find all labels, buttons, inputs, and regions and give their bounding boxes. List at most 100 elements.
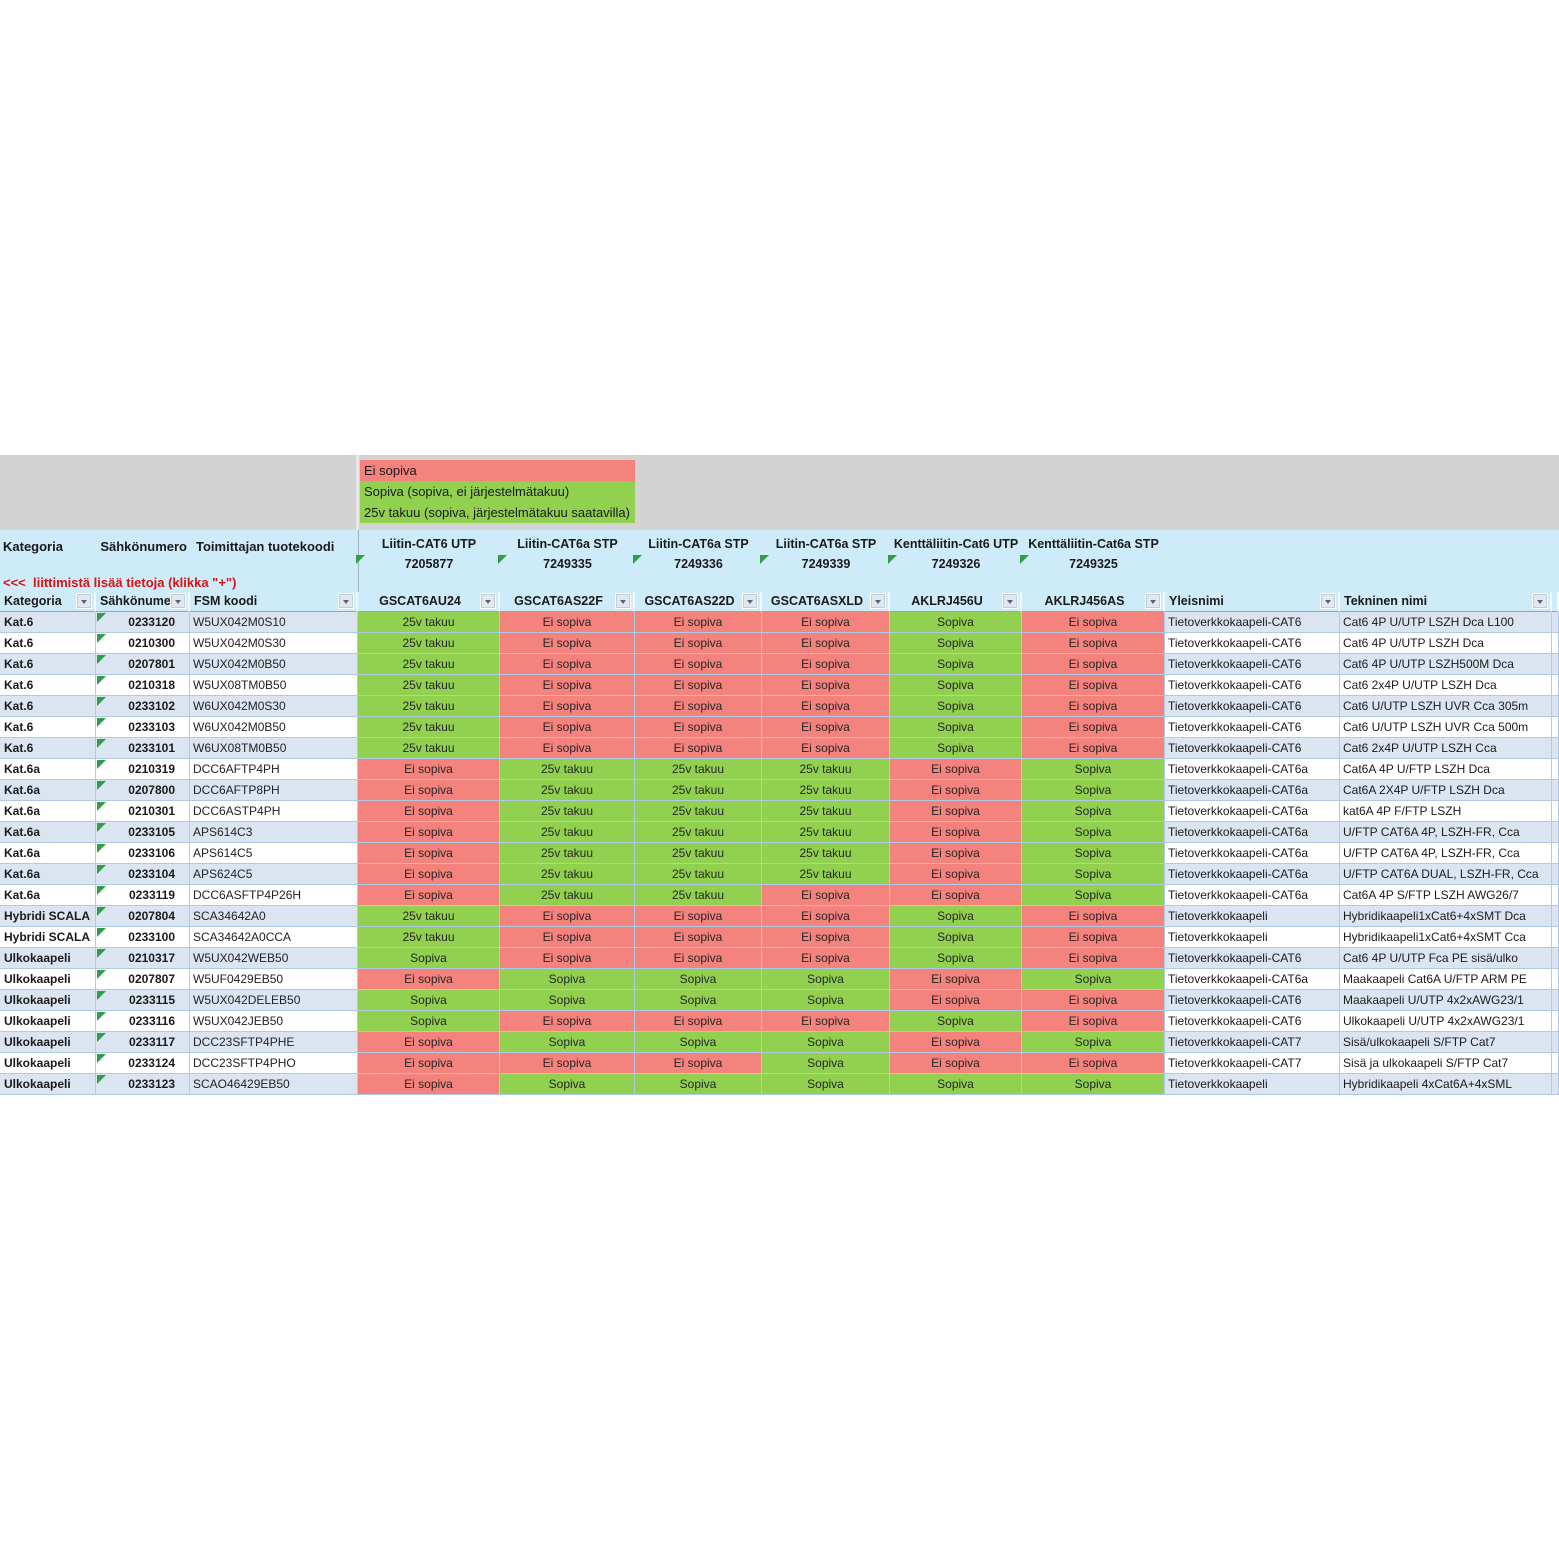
cell-sahkonumero[interactable]: 0233101 (96, 738, 190, 759)
cell-kategoria[interactable]: Kat.6a (0, 822, 96, 843)
cell-yleisnimi[interactable]: Tietoverkkokaapeli-CAT6a (1165, 822, 1340, 843)
cell-status-6[interactable]: Sopiva (1022, 885, 1165, 906)
cell-status-2[interactable]: Ei sopiva (500, 696, 635, 717)
cell-status-6[interactable]: Ei sopiva (1022, 717, 1165, 738)
filter-dropdown-button[interactable] (170, 593, 186, 609)
cell-tekninen-nimi[interactable]: Hybridikaapeli1xCat6+4xSMT Dca (1340, 906, 1552, 927)
cell-status-5[interactable]: Sopiva (890, 612, 1022, 633)
cell-yleisnimi[interactable]: Tietoverkkokaapeli-CAT6a (1165, 864, 1340, 885)
cell-status-6[interactable]: Ei sopiva (1022, 675, 1165, 696)
cell-yleisnimi[interactable]: Tietoverkkokaapeli-CAT6 (1165, 948, 1340, 969)
cell-status-4[interactable]: Sopiva (762, 969, 890, 990)
cell-yleisnimi[interactable]: Tietoverkkokaapeli-CAT6 (1165, 654, 1340, 675)
cell-status-3[interactable]: Ei sopiva (635, 612, 762, 633)
cell-status-4[interactable]: Ei sopiva (762, 633, 890, 654)
cell-status-3[interactable]: Ei sopiva (635, 1011, 762, 1032)
cell-status-6[interactable]: Ei sopiva (1022, 654, 1165, 675)
cell-status-2[interactable]: Ei sopiva (500, 612, 635, 633)
cell-kategoria[interactable]: Kat.6a (0, 801, 96, 822)
cell-status-4[interactable]: Sopiva (762, 1074, 890, 1095)
cell-tekninen-nimi[interactable]: Cat6 4P U/UTP LSZH Dca L100 (1340, 612, 1552, 633)
cell-tekninen-nimi[interactable]: Cat6 4P U/UTP LSZH500M Dca (1340, 654, 1552, 675)
cell-status-4[interactable]: 25v takuu (762, 864, 890, 885)
cell-status-1[interactable]: Ei sopiva (358, 843, 500, 864)
filter-dropdown-button[interactable] (742, 593, 758, 609)
cell-kategoria[interactable]: Kat.6 (0, 654, 96, 675)
cell-status-4[interactable]: Ei sopiva (762, 927, 890, 948)
cell-status-2[interactable]: 25v takuu (500, 759, 635, 780)
cell-status-5[interactable]: Sopiva (890, 654, 1022, 675)
cell-status-3[interactable]: Sopiva (635, 990, 762, 1011)
cell-status-4[interactable]: Sopiva (762, 990, 890, 1011)
cell-status-2[interactable]: Ei sopiva (500, 738, 635, 759)
cell-sahkonumero[interactable]: 0233105 (96, 822, 190, 843)
cell-tekninen-nimi[interactable]: U/FTP CAT6A 4P, LSZH-FR, Cca (1340, 822, 1552, 843)
cell-status-2[interactable]: 25v takuu (500, 885, 635, 906)
cell-status-4[interactable]: 25v takuu (762, 780, 890, 801)
cell-status-6[interactable]: Sopiva (1022, 759, 1165, 780)
cell-status-1[interactable]: 25v takuu (358, 906, 500, 927)
cell-status-2[interactable]: 25v takuu (500, 822, 635, 843)
cell-status-2[interactable]: 25v takuu (500, 864, 635, 885)
cell-kategoria[interactable]: Ulkokaapeli (0, 948, 96, 969)
cell-status-5[interactable]: Sopiva (890, 1011, 1022, 1032)
cell-status-6[interactable]: Sopiva (1022, 822, 1165, 843)
cell-sahkonumero[interactable]: 0233117 (96, 1032, 190, 1053)
cell-kategoria[interactable]: Ulkokaapeli (0, 1074, 96, 1095)
cell-tekninen-nimi[interactable]: Sisä ja ulkokaapeli S/FTP Cat7 (1340, 1053, 1552, 1074)
cell-status-2[interactable]: Ei sopiva (500, 654, 635, 675)
cell-status-6[interactable]: Ei sopiva (1022, 948, 1165, 969)
filter-dropdown-button[interactable] (1320, 593, 1336, 609)
cell-status-3[interactable]: 25v takuu (635, 822, 762, 843)
cell-status-6[interactable]: Ei sopiva (1022, 1011, 1165, 1032)
cell-status-3[interactable]: Ei sopiva (635, 1053, 762, 1074)
cell-kategoria[interactable]: Ulkokaapeli (0, 1011, 96, 1032)
cell-yleisnimi[interactable]: Tietoverkkokaapeli-CAT6 (1165, 1011, 1340, 1032)
cell-status-4[interactable]: Sopiva (762, 1032, 890, 1053)
cell-status-6[interactable]: Ei sopiva (1022, 633, 1165, 654)
cell-status-1[interactable]: Ei sopiva (358, 969, 500, 990)
cell-status-6[interactable]: Sopiva (1022, 1074, 1165, 1095)
cell-kategoria[interactable]: Kat.6 (0, 633, 96, 654)
cell-status-5[interactable]: Ei sopiva (890, 969, 1022, 990)
cell-fsm-koodi[interactable]: W6UX042M0B50 (190, 717, 358, 738)
cell-status-3[interactable]: Ei sopiva (635, 738, 762, 759)
cell-fsm-koodi[interactable]: SCAO46429EB50 (190, 1074, 358, 1095)
cell-status-3[interactable]: Ei sopiva (635, 717, 762, 738)
cell-yleisnimi[interactable]: Tietoverkkokaapeli-CAT6 (1165, 738, 1340, 759)
filter-dropdown-button[interactable] (870, 593, 886, 609)
cell-status-6[interactable]: Sopiva (1022, 780, 1165, 801)
cell-status-4[interactable]: 25v takuu (762, 843, 890, 864)
cell-status-4[interactable]: Ei sopiva (762, 885, 890, 906)
cell-status-2[interactable]: Sopiva (500, 1032, 635, 1053)
cell-status-1[interactable]: 25v takuu (358, 633, 500, 654)
cell-tekninen-nimi[interactable]: Cat6 2x4P U/UTP LSZH Dca (1340, 675, 1552, 696)
cell-status-1[interactable]: Ei sopiva (358, 1032, 500, 1053)
cell-status-6[interactable]: Ei sopiva (1022, 612, 1165, 633)
cell-kategoria[interactable]: Kat.6a (0, 759, 96, 780)
cell-tekninen-nimi[interactable]: Cat6A 4P S/FTP LSZH AWG26/7 (1340, 885, 1552, 906)
cell-yleisnimi[interactable]: Tietoverkkokaapeli-CAT6a (1165, 969, 1340, 990)
cell-status-3[interactable]: 25v takuu (635, 885, 762, 906)
cell-status-1[interactable]: 25v takuu (358, 717, 500, 738)
cell-tekninen-nimi[interactable]: Sisä/ulkokaapeli S/FTP Cat7 (1340, 1032, 1552, 1053)
cell-kategoria[interactable]: Hybridi SCALA (0, 906, 96, 927)
cell-fsm-koodi[interactable]: DCC6AFTP8PH (190, 780, 358, 801)
filter-dropdown-button[interactable] (76, 593, 92, 609)
cell-kategoria[interactable]: Kat.6 (0, 675, 96, 696)
cell-status-3[interactable]: 25v takuu (635, 780, 762, 801)
filter-dropdown-button[interactable] (1532, 593, 1548, 609)
cell-sahkonumero[interactable]: 0207800 (96, 780, 190, 801)
cell-yleisnimi[interactable]: Tietoverkkokaapeli-CAT6a (1165, 801, 1340, 822)
cell-tekninen-nimi[interactable]: Hybridikaapeli1xCat6+4xSMT Cca (1340, 927, 1552, 948)
cell-status-2[interactable]: 25v takuu (500, 801, 635, 822)
cell-status-4[interactable]: Sopiva (762, 1053, 890, 1074)
cell-sahkonumero[interactable]: 0210301 (96, 801, 190, 822)
cell-status-3[interactable]: 25v takuu (635, 801, 762, 822)
cell-kategoria[interactable]: Kat.6 (0, 717, 96, 738)
cell-kategoria[interactable]: Ulkokaapeli (0, 1053, 96, 1074)
cell-status-3[interactable]: 25v takuu (635, 864, 762, 885)
cell-status-1[interactable]: Sopiva (358, 948, 500, 969)
cell-status-4[interactable]: Ei sopiva (762, 906, 890, 927)
cell-fsm-koodi[interactable]: W5UX042M0S30 (190, 633, 358, 654)
